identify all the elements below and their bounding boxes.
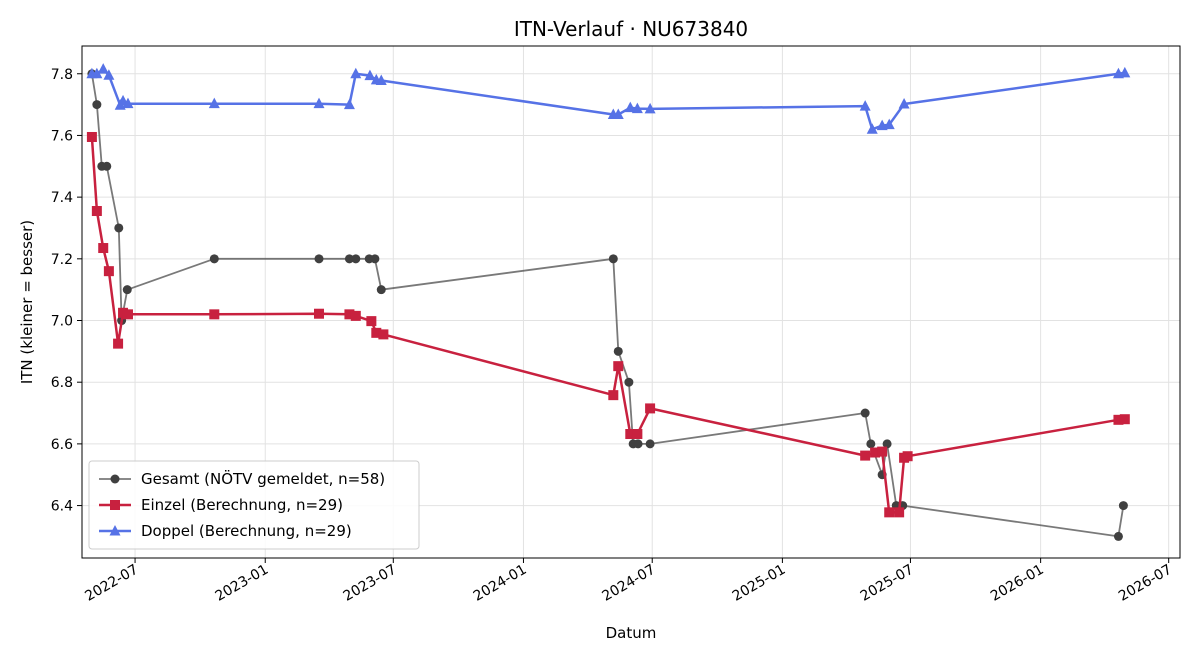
- data-point: [624, 377, 634, 387]
- data-point: [633, 439, 643, 449]
- y-tick-label: 6.8: [51, 375, 73, 391]
- data-point: [122, 285, 132, 295]
- data-point: [375, 74, 387, 86]
- data-point: [866, 123, 878, 134]
- data-point: [314, 254, 324, 264]
- data-point: [378, 329, 389, 340]
- data-point: [314, 308, 325, 319]
- legend-label: Doppel (Berechnung, n=29): [141, 522, 352, 540]
- data-point: [91, 67, 103, 79]
- data-point: [1113, 414, 1124, 425]
- data-point: [122, 309, 133, 320]
- data-point: [877, 446, 888, 457]
- grid: [82, 46, 1180, 558]
- y-tick-label: 6.4: [51, 499, 73, 515]
- data-point: [884, 507, 895, 518]
- legend-label: Gesamt (NÖTV gemeldet, n=58): [141, 469, 385, 488]
- data-point: [351, 254, 361, 264]
- legend: Gesamt (NÖTV gemeldet, n=58) Einzel (Bere…: [88, 460, 420, 550]
- data-point: [122, 97, 134, 109]
- data-point: [859, 100, 871, 111]
- legend-label: Einzel (Berechnung, n=29): [141, 496, 343, 514]
- legend-swatch-marker: [110, 474, 120, 484]
- y-tick-label: 7.8: [51, 67, 73, 83]
- data-point: [103, 266, 114, 277]
- x-axis-label: Datum: [606, 624, 657, 642]
- data-point: [92, 100, 102, 110]
- data-point: [209, 309, 220, 320]
- series-line: [91, 73, 1125, 538]
- data-point: [644, 102, 656, 114]
- legend-swatch-marker: [109, 525, 121, 536]
- data-point: [625, 429, 636, 440]
- data-point: [608, 390, 619, 401]
- data-point: [208, 97, 220, 109]
- data-point: [612, 108, 624, 119]
- data-point: [97, 63, 109, 74]
- data-point: [1119, 414, 1130, 425]
- data-point: [86, 131, 97, 142]
- data-point: [608, 254, 618, 264]
- data-point: [370, 254, 380, 264]
- data-point: [98, 243, 109, 254]
- data-point: [344, 254, 354, 264]
- data-point: [1118, 501, 1128, 511]
- data-point: [631, 102, 643, 114]
- data-point: [371, 327, 382, 338]
- data-point: [898, 97, 910, 109]
- y-axis-label: ITN (kleiner = besser): [18, 220, 36, 384]
- data-point: [113, 338, 124, 349]
- y-tick-label: 7.6: [51, 128, 73, 144]
- data-point: [376, 285, 386, 295]
- data-point: [344, 309, 355, 320]
- data-point: [350, 310, 361, 321]
- data-point: [860, 450, 871, 461]
- data-point: [883, 118, 895, 130]
- y-tick-label: 7.0: [51, 314, 73, 330]
- chart-title: ITN-Verlauf · NU673840: [514, 17, 748, 41]
- data-point: [882, 439, 892, 449]
- data-point: [313, 97, 325, 109]
- data-point: [350, 67, 362, 79]
- legend-box: [88, 460, 420, 550]
- series-square: [86, 131, 1130, 518]
- data-point: [209, 254, 219, 264]
- y-tick-label: 7.4: [51, 190, 73, 206]
- data-point: [613, 361, 624, 372]
- y-tick-label: 7.2: [51, 252, 73, 268]
- data-point: [102, 161, 112, 171]
- data-point: [894, 507, 905, 518]
- data-point: [632, 429, 643, 440]
- data-point: [613, 346, 623, 356]
- plot-frame: [81, 45, 1181, 559]
- data-point: [866, 439, 876, 449]
- data-point: [366, 316, 377, 327]
- data-point: [860, 408, 870, 418]
- data-point: [645, 439, 655, 449]
- data-point: [343, 98, 355, 110]
- data-point: [1113, 531, 1123, 541]
- data-point: [91, 206, 102, 217]
- data-point: [870, 447, 881, 458]
- series-layer: [86, 63, 1131, 541]
- data-point: [902, 451, 913, 462]
- data-point: [364, 69, 376, 81]
- data-point: [624, 101, 636, 113]
- data-point: [645, 403, 656, 414]
- data-point: [1119, 66, 1131, 78]
- y-tick-label: 6.6: [51, 437, 73, 453]
- series-triangle: [86, 63, 1131, 134]
- y-axis: 6.4 6.6 6.8 7.0 7.2 7.4 7.6 7.8: [51, 67, 82, 515]
- data-point: [114, 223, 124, 233]
- data-point: [103, 69, 115, 80]
- legend-swatch-marker: [110, 500, 120, 510]
